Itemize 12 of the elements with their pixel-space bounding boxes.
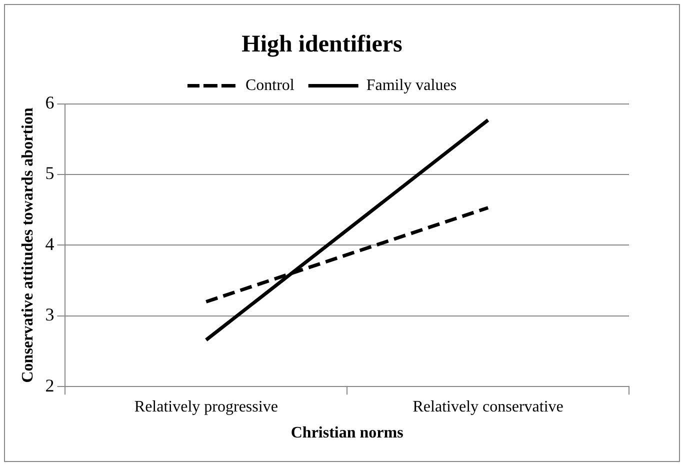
chart-title: High identifiers: [242, 32, 402, 58]
legend-label: Family values: [366, 77, 457, 94]
x-tick-label: Relatively conservative: [412, 398, 564, 416]
y-axis-title: Conservative attitudes towards abortion: [20, 108, 37, 383]
x-axis-title: Christian norms: [290, 424, 404, 442]
y-tick-label: 4: [45, 234, 54, 254]
y-tick-label: 2: [45, 375, 54, 396]
y-tick-label: 6: [45, 92, 54, 113]
legend-label: Control: [245, 77, 295, 94]
y-tick-label: 3: [45, 304, 54, 325]
x-tick-label: Relatively progressive: [134, 398, 278, 416]
y-tick-label: 5: [45, 163, 54, 184]
